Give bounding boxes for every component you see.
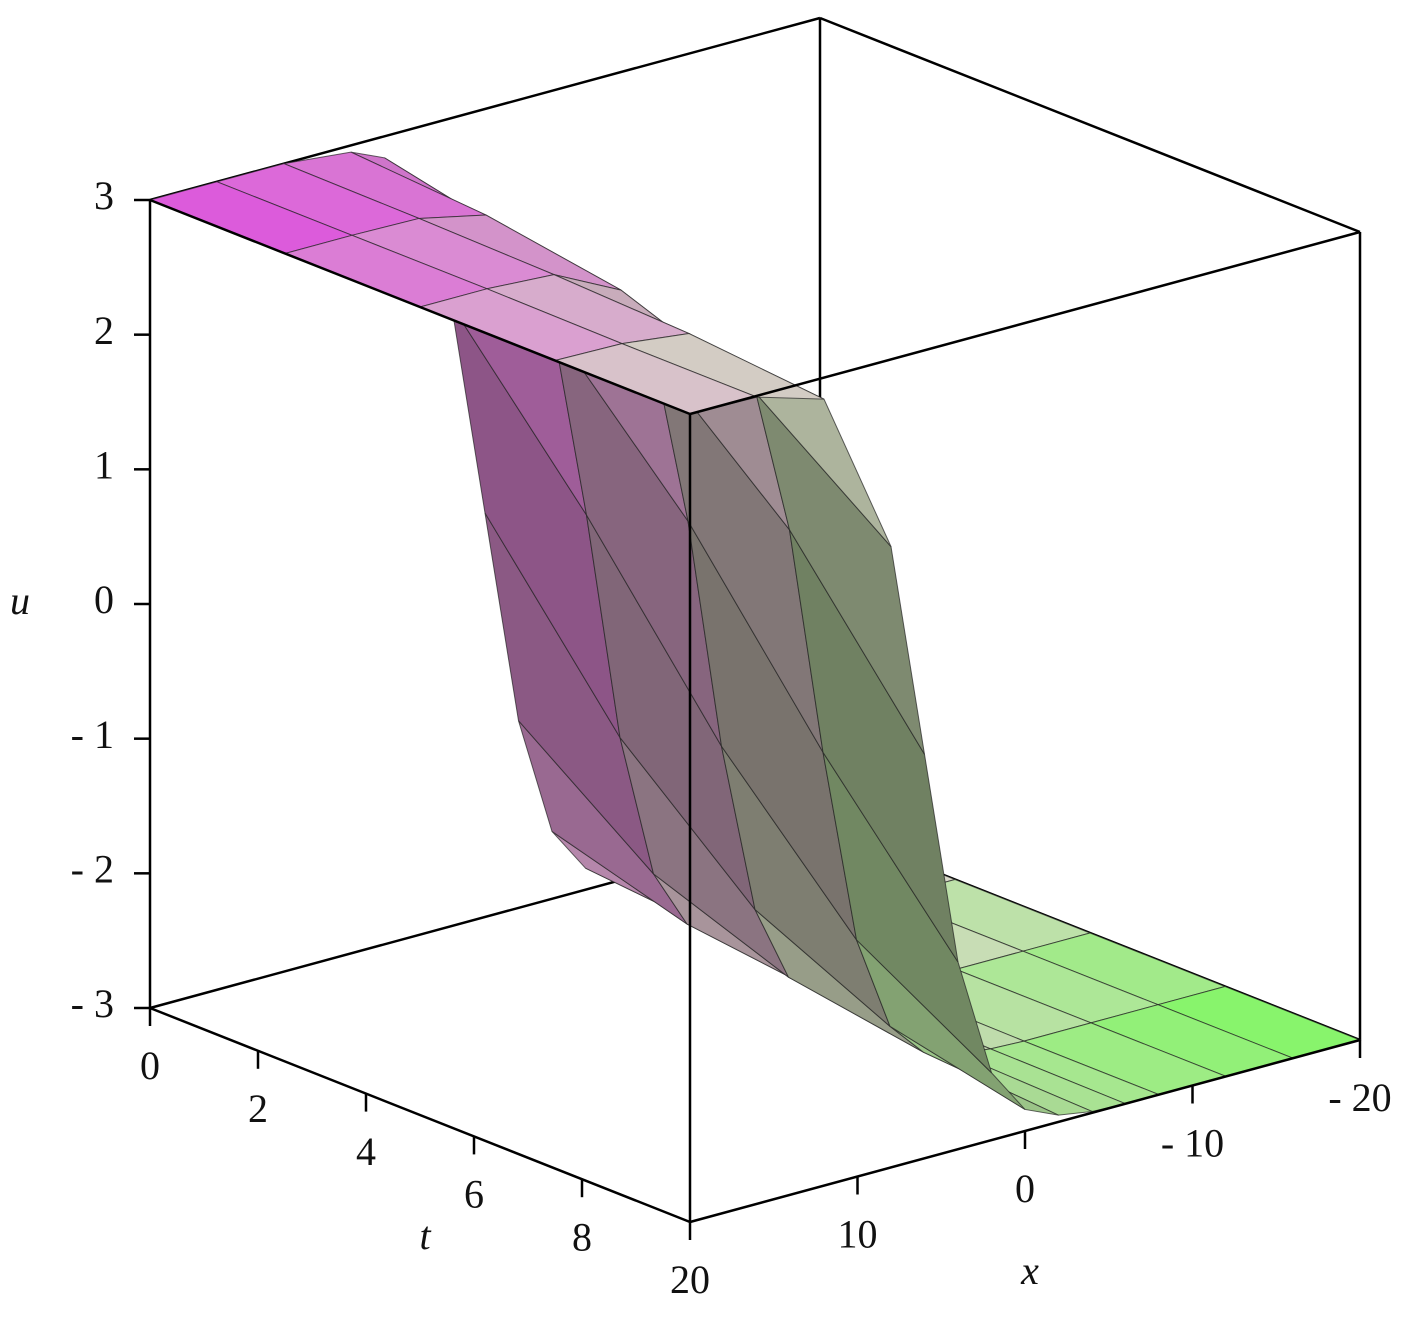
box-edge — [149, 1006, 691, 1224]
box-edge — [689, 230, 1361, 416]
u-tick-label: - 3 — [71, 981, 114, 1026]
x-tick-label: 0 — [1015, 1166, 1035, 1211]
box-edge — [149, 198, 691, 416]
x-tick-label: 10 — [838, 1212, 878, 1257]
x-axis-label: x — [1020, 1248, 1039, 1293]
x-tick-label: 20 — [670, 1257, 710, 1302]
x-tick-label: - 10 — [1161, 1121, 1224, 1166]
x-tick-label: - 20 — [1328, 1075, 1391, 1120]
t-axis-label: t — [419, 1213, 431, 1258]
u-axis-label: u — [10, 578, 30, 623]
t-tick-label: 4 — [356, 1129, 376, 1174]
u-tick-label: - 2 — [71, 847, 114, 892]
u-tick-label: 1 — [94, 443, 114, 488]
u-tick-label: 2 — [94, 308, 114, 353]
u-tick-label: 3 — [94, 173, 114, 218]
t-tick-label: 0 — [140, 1043, 160, 1088]
u-tick-label: 0 — [94, 577, 114, 622]
t-tick-label: 8 — [572, 1214, 592, 1259]
box-edge — [819, 16, 1361, 234]
u-tick-label: - 1 — [71, 712, 114, 757]
t-tick-label: 2 — [248, 1086, 268, 1131]
t-tick-label: 6 — [464, 1172, 484, 1217]
